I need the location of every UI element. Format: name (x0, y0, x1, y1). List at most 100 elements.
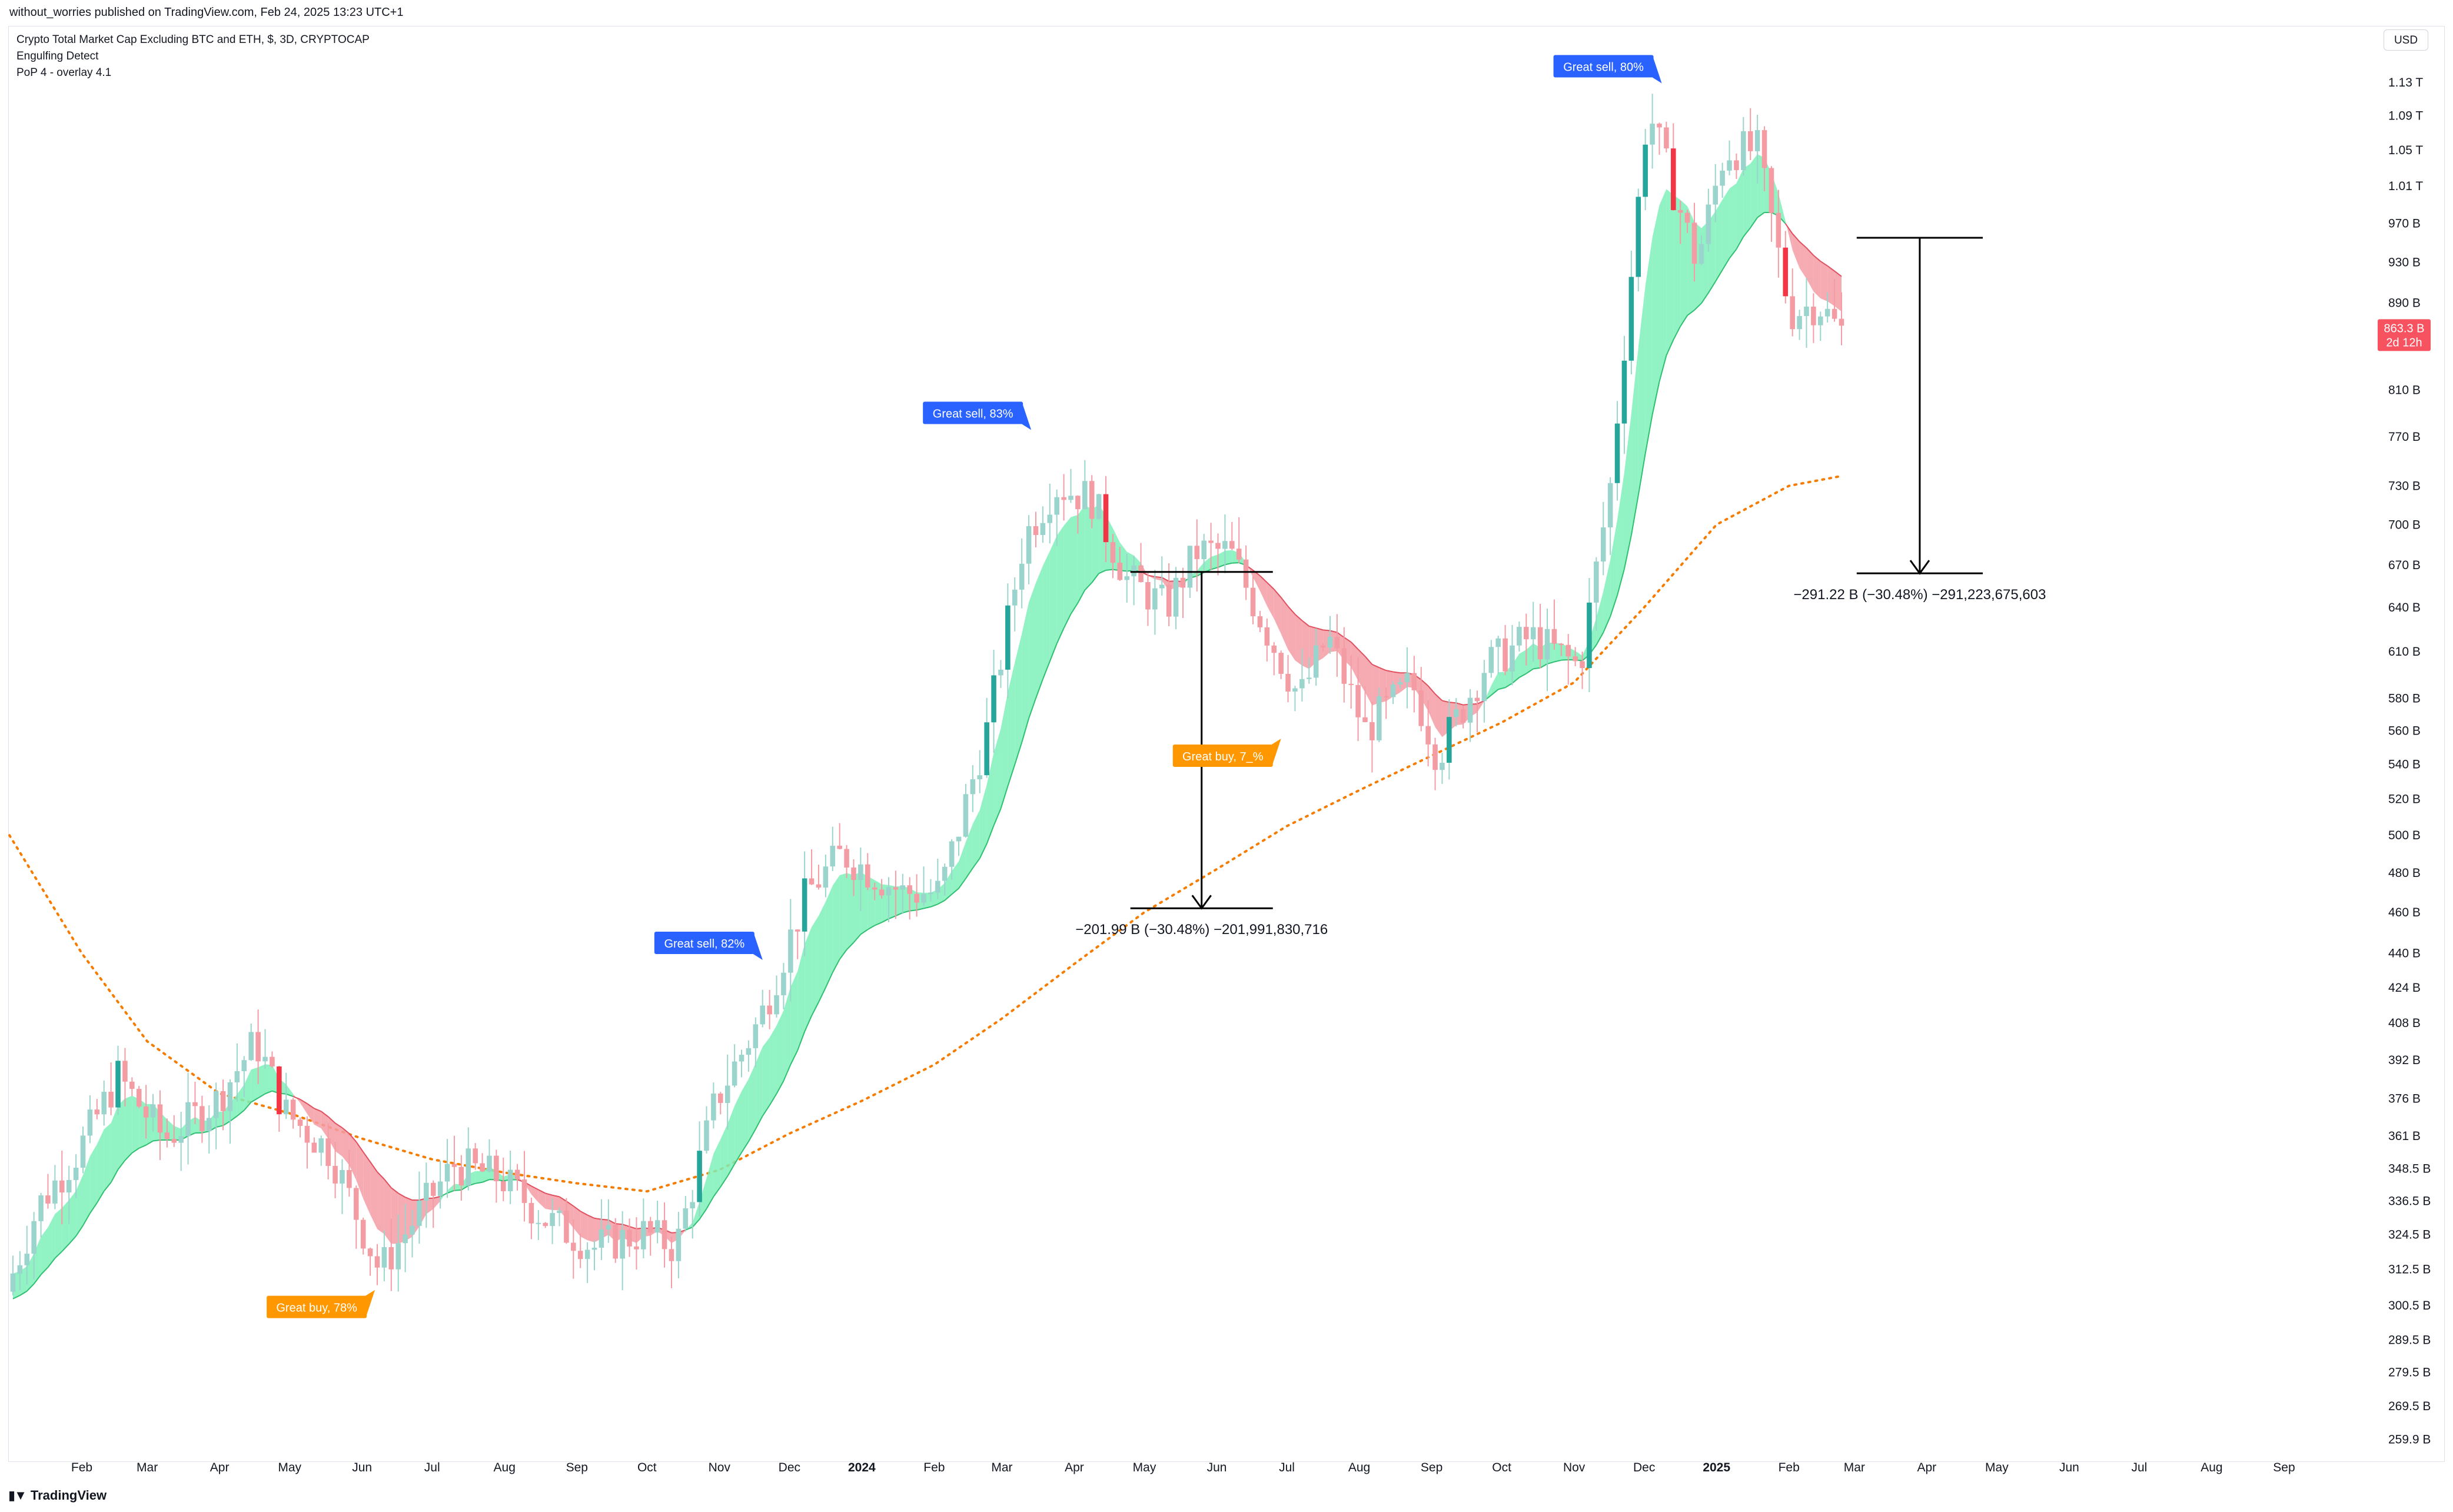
band-edge (979, 843, 988, 859)
band-edge (1477, 700, 1485, 705)
candle-body (1636, 197, 1641, 277)
candle (1131, 556, 1136, 606)
candle-body (977, 775, 983, 780)
candle (1713, 164, 1719, 222)
legend-indicator-engulfing[interactable]: Engulfing Detect (16, 50, 99, 62)
band-edge (1371, 663, 1380, 669)
band-edge (1063, 613, 1072, 629)
candle-body (557, 1210, 562, 1214)
band-segment (82, 1156, 90, 1226)
candle-body (718, 1093, 723, 1103)
band-segment (706, 1154, 714, 1209)
candle (1614, 401, 1620, 501)
candle-body (1839, 318, 1844, 326)
candle-body (480, 1163, 485, 1172)
band-edge (1540, 663, 1548, 669)
candle (1460, 705, 1466, 729)
band-edge (405, 1197, 413, 1201)
candle-body (262, 1056, 268, 1062)
chart-pane[interactable] (8, 26, 2445, 1462)
legend-indicator-pop[interactable]: PoP 4 - overlay 4.1 (16, 67, 112, 79)
candle-body (1664, 127, 1669, 149)
x-tick-label: Feb (1779, 1461, 1800, 1474)
candle-body (164, 1132, 170, 1139)
band-edge (1827, 265, 1835, 272)
band-segment (1253, 570, 1260, 591)
candle-body (998, 669, 1003, 676)
candle-body (613, 1225, 619, 1259)
legend-symbol-title[interactable]: Crypto Total Market Cap Excluding BTC an… (16, 34, 370, 46)
candle-body (192, 1102, 198, 1106)
band-segment (286, 1084, 294, 1097)
candle (1166, 563, 1172, 627)
candle (1817, 311, 1823, 341)
band-edge (1421, 679, 1429, 687)
band-segment (1274, 589, 1281, 634)
candle (360, 1217, 366, 1255)
candle-body (949, 841, 955, 867)
candle-body (157, 1104, 163, 1133)
band-segment (1526, 643, 1534, 674)
currency-selector[interactable]: USD (2384, 29, 2428, 51)
candle-body (1159, 584, 1165, 589)
candle-body (1278, 653, 1284, 674)
band-edge (131, 1148, 139, 1154)
candle (213, 1082, 219, 1149)
candle-body (921, 894, 926, 903)
band-edge (1084, 582, 1092, 591)
band-segment (426, 1198, 434, 1214)
candle-body (514, 1169, 520, 1179)
band-segment (237, 1084, 244, 1116)
band-segment (1056, 525, 1064, 644)
great-sell-label: Great sell, 82% (654, 932, 763, 961)
candle (1797, 310, 1802, 340)
band-edge (608, 1219, 616, 1225)
band-segment (1281, 597, 1288, 650)
great-buy-label: Great buy, 7_% (1172, 738, 1281, 767)
band-edge (307, 1103, 315, 1109)
candle (1474, 690, 1480, 732)
y-tick-label: 810 B (2388, 383, 2421, 397)
candle (1201, 534, 1206, 571)
candle (837, 823, 842, 850)
candle (900, 873, 906, 914)
candle (907, 877, 912, 920)
band-segment (797, 944, 805, 1051)
candle-body (830, 845, 836, 867)
candle-body (1754, 130, 1760, 151)
y-tick-label: 392 B (2388, 1054, 2421, 1067)
band-edge (1680, 315, 1688, 327)
band-segment (377, 1172, 384, 1234)
candle (353, 1185, 359, 1249)
band-edge (1218, 564, 1225, 568)
candle-body (886, 887, 892, 896)
signal-label-box (1553, 55, 1654, 78)
candle (1019, 538, 1025, 609)
band-edge (40, 1267, 49, 1275)
chart-legend[interactable]: Crypto Total Market Cap Excluding BTC an… (16, 32, 370, 81)
tradingview-logo[interactable]: ▮▼ TradingView (8, 1487, 107, 1504)
band-segment (993, 729, 1001, 826)
signal-label-pointer (1022, 401, 1032, 430)
candle-body (1761, 130, 1767, 168)
band-edge (713, 1186, 722, 1197)
candle-body (879, 889, 885, 896)
band-segment (1218, 550, 1225, 568)
last-price-box (2378, 319, 2431, 351)
candle (1180, 567, 1186, 618)
band-edge (1442, 700, 1450, 703)
band-segment (1624, 413, 1631, 569)
candle-body (550, 1213, 555, 1227)
candle-body (1152, 588, 1158, 610)
candle-body (360, 1219, 366, 1249)
candle (1783, 231, 1789, 304)
candle (669, 1237, 674, 1288)
candle-body (1208, 540, 1214, 543)
candle-body (739, 1055, 744, 1062)
candle-body (788, 929, 793, 973)
candle (1720, 162, 1725, 198)
candle (10, 1255, 16, 1296)
band-segment (440, 1190, 448, 1201)
x-tick-label: Aug (494, 1461, 516, 1474)
